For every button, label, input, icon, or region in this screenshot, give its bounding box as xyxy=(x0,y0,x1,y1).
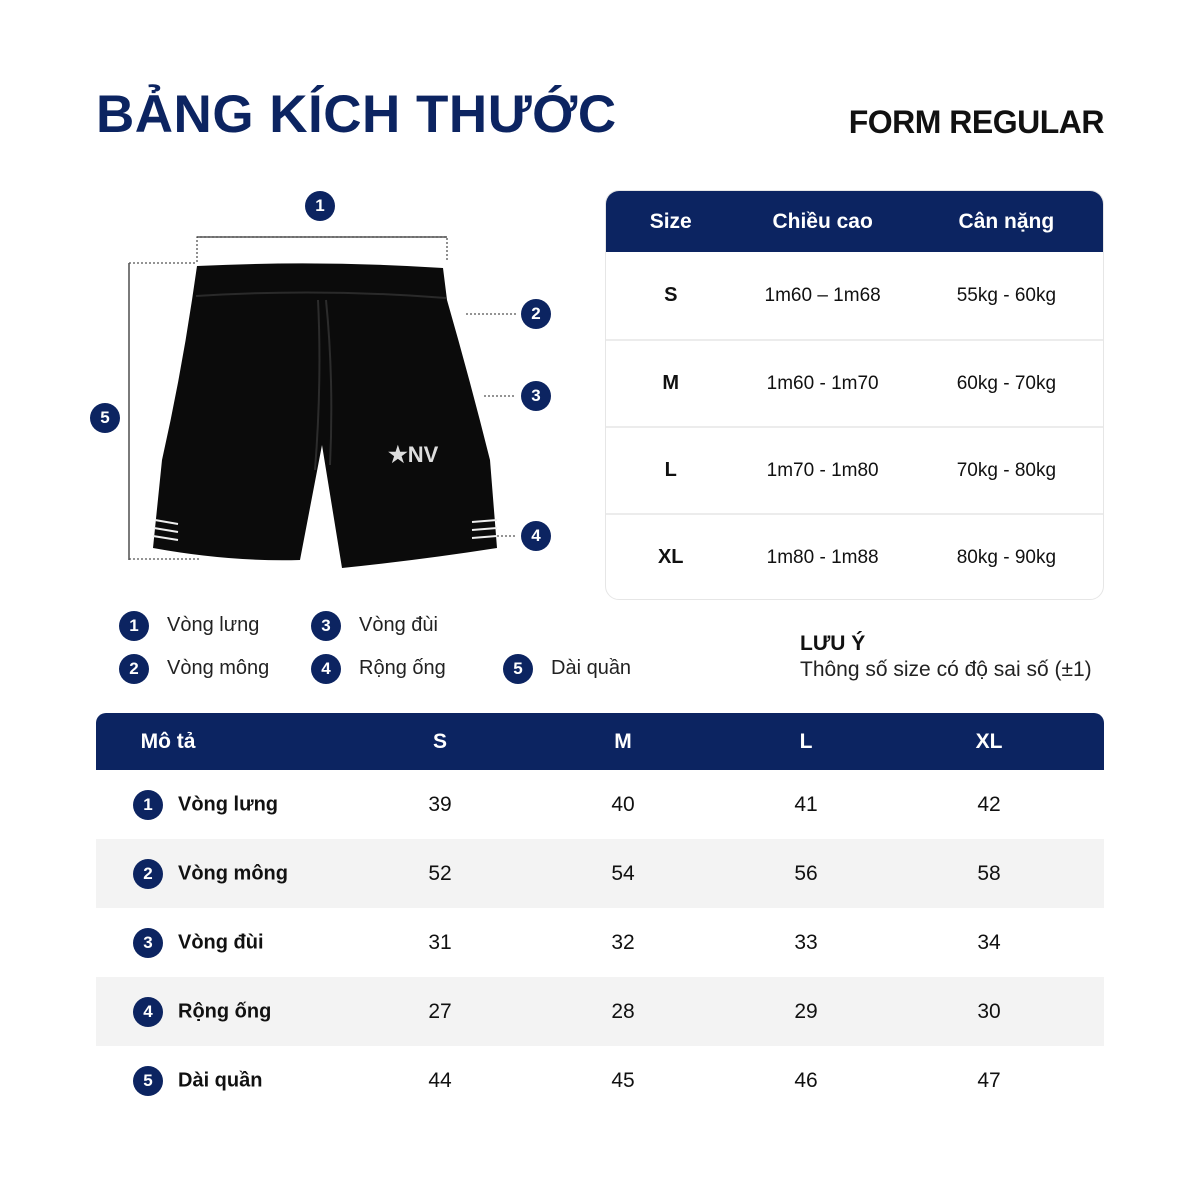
measurement-row: 4 Rộng ống 27 28 29 30 xyxy=(96,977,1104,1046)
row-marker: 4 xyxy=(133,997,163,1027)
header-m: M xyxy=(614,729,632,753)
legend-marker: 2 xyxy=(119,654,149,684)
note-title: LƯU Ý xyxy=(800,632,866,655)
size-cell: 1m70 - 1m80 xyxy=(766,459,879,481)
measurement-cell: 27 xyxy=(428,999,452,1023)
header-l: L xyxy=(799,729,813,753)
marker-4: 4 xyxy=(521,521,551,551)
size-cell: M xyxy=(662,372,680,394)
size-cell: 1m80 - 1m88 xyxy=(766,546,879,568)
measurement-cell: 45 xyxy=(611,1068,635,1092)
measurement-table: Mô tả S M L XL 1 Vòng lưng 39 40 41 42 2 Vòng m… xyxy=(96,713,1104,1115)
legend-label: Vòng đùi xyxy=(359,614,438,636)
marker-2: 2 xyxy=(521,299,551,329)
legend-label: Vòng lưng xyxy=(167,614,260,636)
size-cell: 1m60 – 1m68 xyxy=(764,284,881,306)
legend-marker: 1 xyxy=(119,611,149,641)
measurement-row: 1 Vòng lưng 39 40 41 42 xyxy=(96,770,1104,839)
measurement-cell: 41 xyxy=(794,792,818,816)
measurement-cell: 46 xyxy=(794,1068,818,1092)
size-cell: 60kg - 70kg xyxy=(956,372,1057,394)
marker-3: 3 xyxy=(521,381,551,411)
row-marker: 3 xyxy=(133,928,163,958)
header-weight: Cân nặng xyxy=(958,209,1055,233)
row-marker: 1 xyxy=(133,790,163,820)
measurement-cell: 52 xyxy=(428,861,452,885)
size-table-row: XL 1m80 - 1m88 80kg - 90kg xyxy=(606,513,1103,599)
measurement-cell: 33 xyxy=(794,930,818,954)
measurement-cell: 42 xyxy=(977,792,1001,816)
shorts-image xyxy=(153,263,497,568)
row-label: Dài quần xyxy=(178,1069,263,1091)
size-table-row: S 1m60 – 1m68 55kg - 60kg xyxy=(606,252,1103,339)
header-description: Mô tả xyxy=(140,729,196,753)
form-label: FORM REGULAR xyxy=(848,104,1105,140)
legend-marker: 3 xyxy=(311,611,341,641)
size-table: Size Chiều cao Cân nặng S 1m60 – 1m68 55kg… xyxy=(605,190,1104,600)
size-table-row: L 1m70 - 1m80 70kg - 80kg xyxy=(606,426,1103,513)
measurement-cell: 54 xyxy=(611,861,635,885)
measurement-cell: 58 xyxy=(977,861,1001,885)
note-text: Thông số size có độ sai số (±1) xyxy=(800,658,1092,681)
measurement-table-header: Mô tả S M L XL xyxy=(96,713,1104,770)
legend-marker: 5 xyxy=(503,654,533,684)
header-height: Chiều cao xyxy=(772,209,873,233)
size-cell: 80kg - 90kg xyxy=(956,546,1057,568)
shorts-diagram: ★NV xyxy=(128,236,516,568)
size-table-row: M 1m60 - 1m70 60kg - 70kg xyxy=(606,339,1103,426)
measurement-cell: 47 xyxy=(977,1068,1001,1092)
row-label: Vòng đùi xyxy=(178,931,264,953)
measurement-cell: 39 xyxy=(428,792,452,816)
measurement-cell: 44 xyxy=(428,1068,452,1092)
row-marker: 2 xyxy=(133,859,163,889)
measurement-cell: 32 xyxy=(611,930,635,954)
header-xl: XL xyxy=(975,729,1003,753)
marker-1: 1 xyxy=(305,191,335,221)
measurement-cell: 34 xyxy=(977,930,1001,954)
measurement-cell: 40 xyxy=(611,792,635,816)
header-size: Size xyxy=(649,209,692,233)
row-label: Vòng mông xyxy=(178,862,288,884)
page-title: BẢNG KÍCH THƯỚC xyxy=(96,85,617,144)
measurement-cell: 30 xyxy=(977,999,1001,1023)
size-cell: S xyxy=(664,284,678,306)
marker-5: 5 xyxy=(90,403,120,433)
measurement-row: 5 Dài quần 44 45 46 47 xyxy=(96,1046,1104,1115)
size-cell: 1m60 - 1m70 xyxy=(766,372,879,394)
row-label: Vòng lưng xyxy=(178,793,279,815)
header-s: S xyxy=(432,729,448,753)
row-label: Rộng ống xyxy=(178,1000,272,1022)
size-table-header: Size Chiều cao Cân nặng xyxy=(606,191,1103,252)
measurement-cell: 28 xyxy=(611,999,635,1023)
brand-logo: ★NV xyxy=(388,442,439,467)
legend-label: Dài quần xyxy=(551,657,632,679)
measurement-row: 3 Vòng đùi 31 32 33 34 xyxy=(96,908,1104,977)
legend-label: Vòng mông xyxy=(167,657,270,679)
legend-label: Rộng ống xyxy=(359,657,446,679)
legend-marker: 4 xyxy=(311,654,341,684)
measurement-row: 2 Vòng mông 52 54 56 58 xyxy=(96,839,1104,908)
size-cell: 55kg - 60kg xyxy=(956,284,1057,306)
size-cell: L xyxy=(664,459,677,481)
size-cell: 70kg - 80kg xyxy=(956,459,1057,481)
measurement-cell: 31 xyxy=(428,930,452,954)
size-cell: XL xyxy=(657,546,684,568)
measurement-cell: 56 xyxy=(794,861,818,885)
measurement-cell: 29 xyxy=(794,999,818,1023)
row-marker: 5 xyxy=(133,1066,163,1096)
